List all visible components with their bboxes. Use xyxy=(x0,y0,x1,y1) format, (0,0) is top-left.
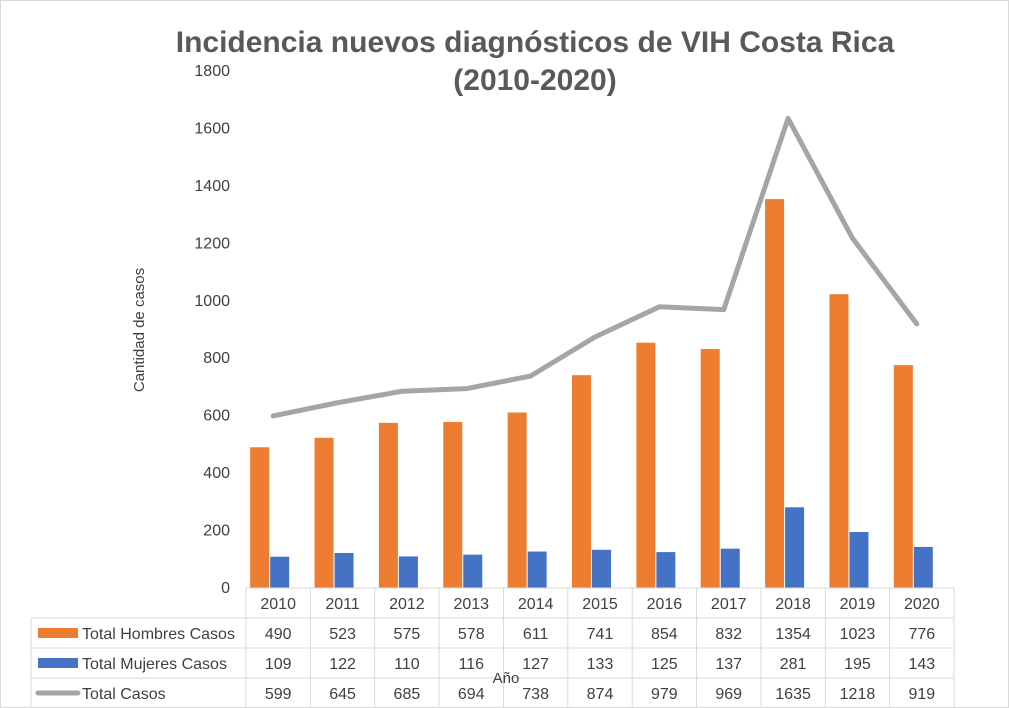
x-tick-label: 2015 xyxy=(582,596,618,613)
x-tick-label: 2014 xyxy=(518,596,554,613)
data-label: 127 xyxy=(522,656,549,673)
bar-mujeres xyxy=(463,554,483,588)
legend-label: Total Hombres Casos xyxy=(82,626,235,643)
data-label: 685 xyxy=(394,686,421,703)
x-tick-label: 2013 xyxy=(453,596,489,613)
data-label: 133 xyxy=(587,656,614,673)
data-label: 874 xyxy=(587,686,614,703)
x-tick-label: 2011 xyxy=(325,596,360,613)
bar-mujeres xyxy=(270,556,290,588)
bar-hombres xyxy=(700,349,720,588)
data-label: 741 xyxy=(587,626,614,643)
bar-hombres xyxy=(572,375,591,588)
x-tick-label: 2020 xyxy=(904,596,940,613)
data-label: 1023 xyxy=(840,626,876,643)
data-label: 281 xyxy=(780,656,807,673)
line-total-casos xyxy=(270,115,920,419)
y-tick-label: 1600 xyxy=(194,120,230,137)
data-label: 738 xyxy=(522,686,549,703)
bar-hombres xyxy=(443,421,463,588)
data-label: 125 xyxy=(651,656,678,673)
data-label: 832 xyxy=(715,626,742,643)
data-label: 143 xyxy=(908,656,935,673)
data-label: 969 xyxy=(715,686,742,703)
x-axis-label: Año xyxy=(493,670,520,687)
data-label: 854 xyxy=(651,626,678,643)
y-tick-label: 0 xyxy=(221,580,230,597)
bar-mujeres xyxy=(656,552,676,588)
data-label: 1354 xyxy=(775,626,811,643)
data-label: 109 xyxy=(265,656,292,673)
data-label: 137 xyxy=(715,656,742,673)
data-label: 575 xyxy=(394,626,421,643)
data-label: 599 xyxy=(265,686,292,703)
x-tick-label: 2012 xyxy=(389,596,425,613)
y-tick-label: 1400 xyxy=(194,178,230,195)
bar-mujeres xyxy=(398,556,418,588)
data-label: 578 xyxy=(458,626,485,643)
bar-hombres xyxy=(507,412,527,588)
y-tick-label: 1800 xyxy=(194,63,230,80)
bar-hombres xyxy=(636,342,656,588)
data-label: 919 xyxy=(908,686,935,703)
legend-label: Total Mujeres Casos xyxy=(82,656,227,673)
bar-mujeres xyxy=(849,531,869,588)
data-label: 694 xyxy=(458,686,485,703)
data-label: 645 xyxy=(329,686,356,703)
bar-mujeres xyxy=(527,551,547,588)
y-tick-label: 200 xyxy=(203,523,230,540)
y-tick-label: 800 xyxy=(203,350,230,367)
bar-mujeres xyxy=(334,552,354,588)
y-tick-label: 400 xyxy=(203,465,230,482)
data-label: 611 xyxy=(523,626,549,643)
x-tick-label: 2016 xyxy=(647,596,683,613)
y-tick-label: 600 xyxy=(203,408,230,425)
y-axis-label: Cantidad de casos xyxy=(131,268,148,392)
bar-hombres xyxy=(829,294,849,588)
data-label: 122 xyxy=(329,656,356,673)
x-tick-label: 2018 xyxy=(775,596,811,613)
data-label: 776 xyxy=(908,626,935,643)
data-label: 490 xyxy=(265,626,292,643)
chart-title: Incidencia nuevos diagnósticos de VIH Co… xyxy=(175,26,895,97)
bar-mujeres xyxy=(785,507,805,588)
data-label: 979 xyxy=(651,686,678,703)
bar-hombres xyxy=(314,437,334,588)
bar-mujeres xyxy=(592,549,611,588)
bar-mujeres xyxy=(720,548,740,588)
legend-key-hombres xyxy=(38,628,78,638)
legend-label: Total Casos xyxy=(82,686,166,703)
bar-mujeres xyxy=(913,546,933,588)
bar-hombres xyxy=(893,365,913,588)
data-label: 110 xyxy=(394,656,420,673)
data-label: 523 xyxy=(329,626,356,643)
y-tick-label: 1000 xyxy=(194,293,230,310)
x-tick-label: 2019 xyxy=(840,596,876,613)
data-label: 116 xyxy=(459,656,485,673)
x-tick-label: 2010 xyxy=(260,596,296,613)
bar-hombres xyxy=(765,199,785,588)
bar-hombres xyxy=(378,422,398,588)
data-label: 195 xyxy=(844,656,871,673)
y-tick-label: 1200 xyxy=(194,235,230,252)
data-label: 1635 xyxy=(775,686,811,703)
bar-hombres xyxy=(250,447,270,588)
legend-key-mujeres xyxy=(38,658,78,668)
x-tick-label: 2017 xyxy=(711,596,747,613)
data-label: 1218 xyxy=(840,686,876,703)
